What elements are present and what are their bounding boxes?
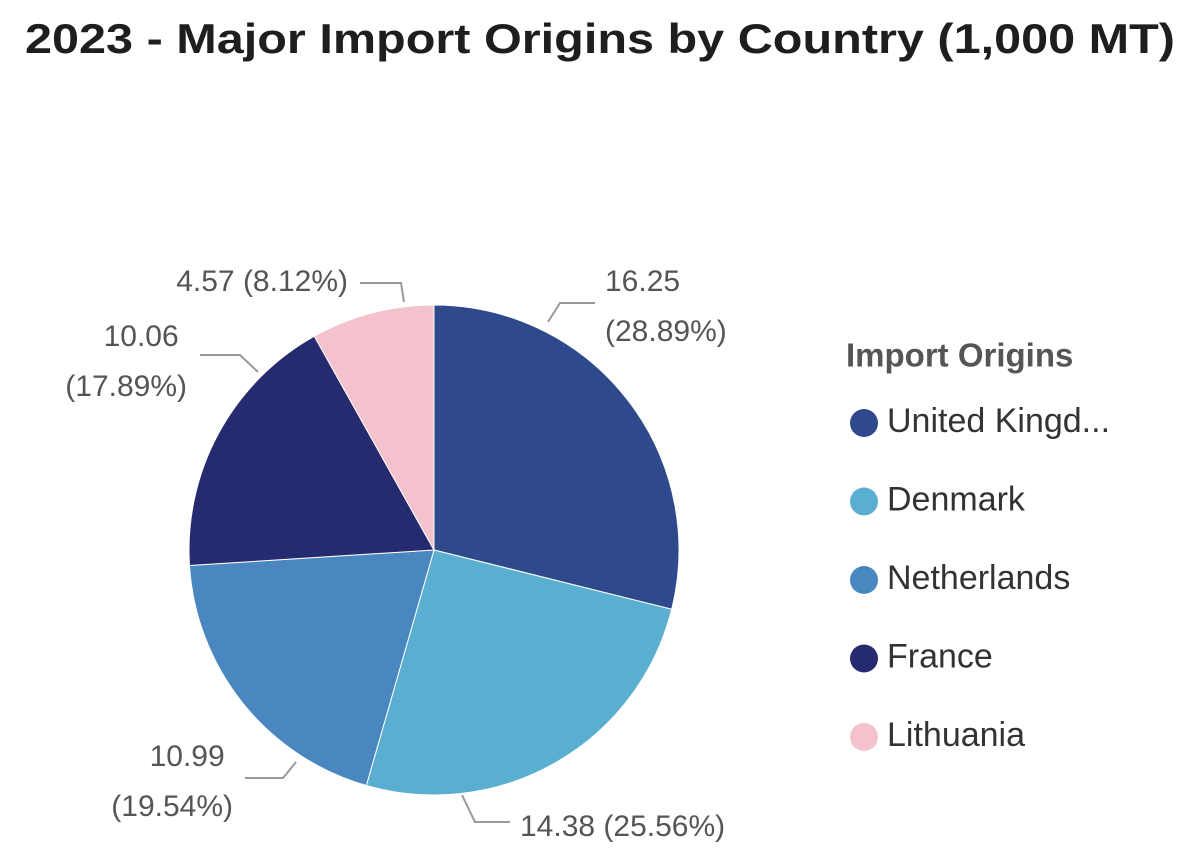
pie-slice xyxy=(188,335,435,567)
legend-marker xyxy=(850,644,878,673)
leader-line xyxy=(360,282,405,303)
pie-slice xyxy=(188,549,435,787)
legend-entry: Netherlands xyxy=(887,559,1070,597)
chart-title: 2023 - Major Import Origins by Country (… xyxy=(25,15,1175,62)
data-label: 4.57 (8.12%) xyxy=(176,265,348,298)
data-label: 14.38 (25.56%) xyxy=(520,810,725,843)
legend-marker xyxy=(850,566,878,594)
legend-entry: France xyxy=(887,637,993,675)
legend-entry: Lithuania xyxy=(887,716,1025,754)
legend-marker xyxy=(850,723,878,751)
pie-slice xyxy=(433,304,680,610)
leader-line xyxy=(547,302,595,323)
legend-entry: Denmark xyxy=(887,480,1026,518)
legend-marker xyxy=(850,487,878,516)
pie-slice xyxy=(313,304,435,552)
leader-line xyxy=(461,794,510,823)
leader-line xyxy=(245,761,297,779)
data-label: 16.25 (28.89%) xyxy=(605,265,727,348)
legend-entry: United Kingd... xyxy=(887,402,1110,440)
legend-marker xyxy=(850,409,878,437)
data-label: 10.99 (19.54%) xyxy=(111,740,233,823)
leader-line xyxy=(200,354,259,373)
data-label: 10.06 (17.89%) xyxy=(65,320,187,403)
legend-title: Import Origins xyxy=(846,337,1073,374)
pie-slice xyxy=(365,549,673,796)
